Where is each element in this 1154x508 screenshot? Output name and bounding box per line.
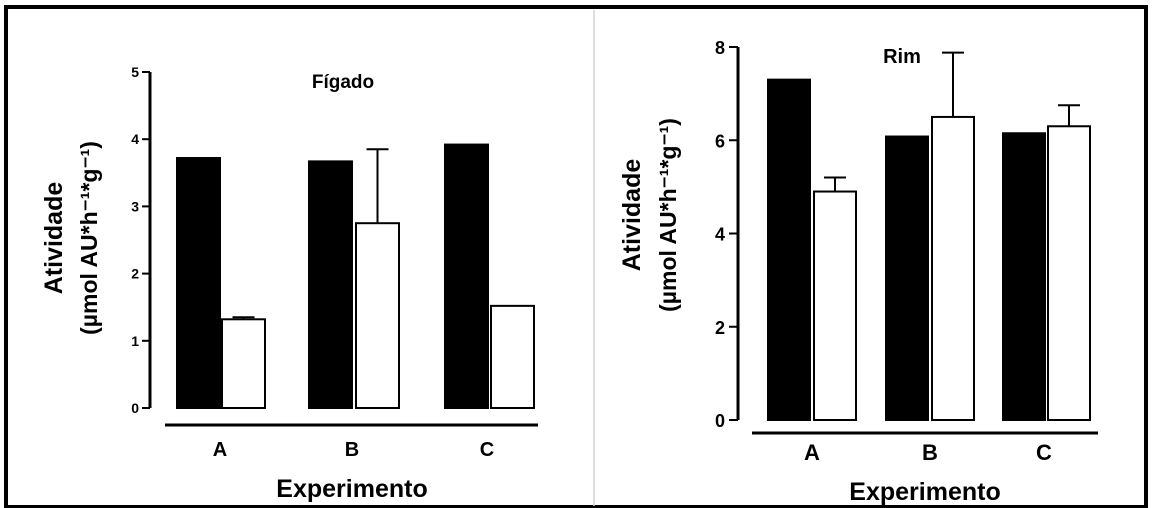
bar-open-c [1047,125,1091,421]
y-tick-3: 3 [131,198,150,214]
y-ticks: 0 2 4 6 8 [715,38,738,431]
bar-open-a [221,318,266,409]
bar-open-a [813,190,857,421]
x-tick-label-b: B [345,439,359,461]
svg-text:2: 2 [715,318,725,338]
bars [176,143,535,410]
bar-open-c [490,304,535,409]
chart-rim: Rim Atividade (µmol AU*h⁻¹*g⁻¹) Experime… [618,38,1098,506]
y-axis-label-line1: Atividade [40,182,68,295]
x-tick-label-a: A [804,440,820,465]
bar-filled-b [308,160,353,409]
y-axis-label-line1: Atividade [618,159,646,272]
y-axis-label-line2: (µmol AU*h⁻¹*g⁻¹) [655,118,681,312]
bar-filled-a [767,78,811,421]
x-tick-label-c: C [480,439,494,461]
y-tick-0: 0 [131,400,150,416]
bar-filled-c [444,143,489,410]
bar-filled-c [1002,132,1046,421]
bars [767,51,1091,422]
chart-figado: Fígado Atividade (µmol AU*h⁻¹*g⁻¹) Exper… [40,64,538,503]
y-tick-5: 5 [131,64,150,80]
svg-text:1: 1 [131,333,139,349]
svg-text:0: 0 [131,400,139,416]
svg-text:4: 4 [715,225,725,245]
x-axis-label: Experimento [849,478,1000,506]
chart-title: Fígado [312,72,374,93]
x-tick-label-c: C [1036,440,1052,465]
x-tick-labels: A B C [804,440,1052,465]
bar-filled-b [885,135,929,422]
y-tick-6: 6 [715,131,738,151]
bar-open-b [931,115,975,421]
x-axis-label: Experimento [276,475,427,503]
svg-text:2: 2 [131,266,139,282]
x-tick-label-a: A [213,439,227,461]
svg-text:8: 8 [715,38,725,58]
svg-text:0: 0 [715,411,725,431]
y-tick-4: 4 [715,225,738,245]
y-tick-8: 8 [715,38,738,58]
y-ticks: 0 1 2 3 4 5 [131,64,150,416]
svg-text:4: 4 [131,131,139,147]
svg-text:5: 5 [131,64,139,80]
y-tick-1: 1 [131,333,150,349]
svg-text:3: 3 [131,198,139,214]
y-tick-0: 0 [715,411,738,431]
y-axis-label-line2: (µmol AU*h⁻¹*g⁻¹) [76,141,102,335]
chart-title: Rim [883,46,921,68]
y-tick-2: 2 [715,318,738,338]
x-tick-labels: A B C [213,439,494,461]
y-tick-2: 2 [131,266,150,282]
bar-open-b [355,222,400,409]
x-tick-label-b: B [922,440,938,465]
y-tick-4: 4 [131,131,150,147]
svg-text:6: 6 [715,131,725,151]
bar-filled-a [176,157,221,409]
